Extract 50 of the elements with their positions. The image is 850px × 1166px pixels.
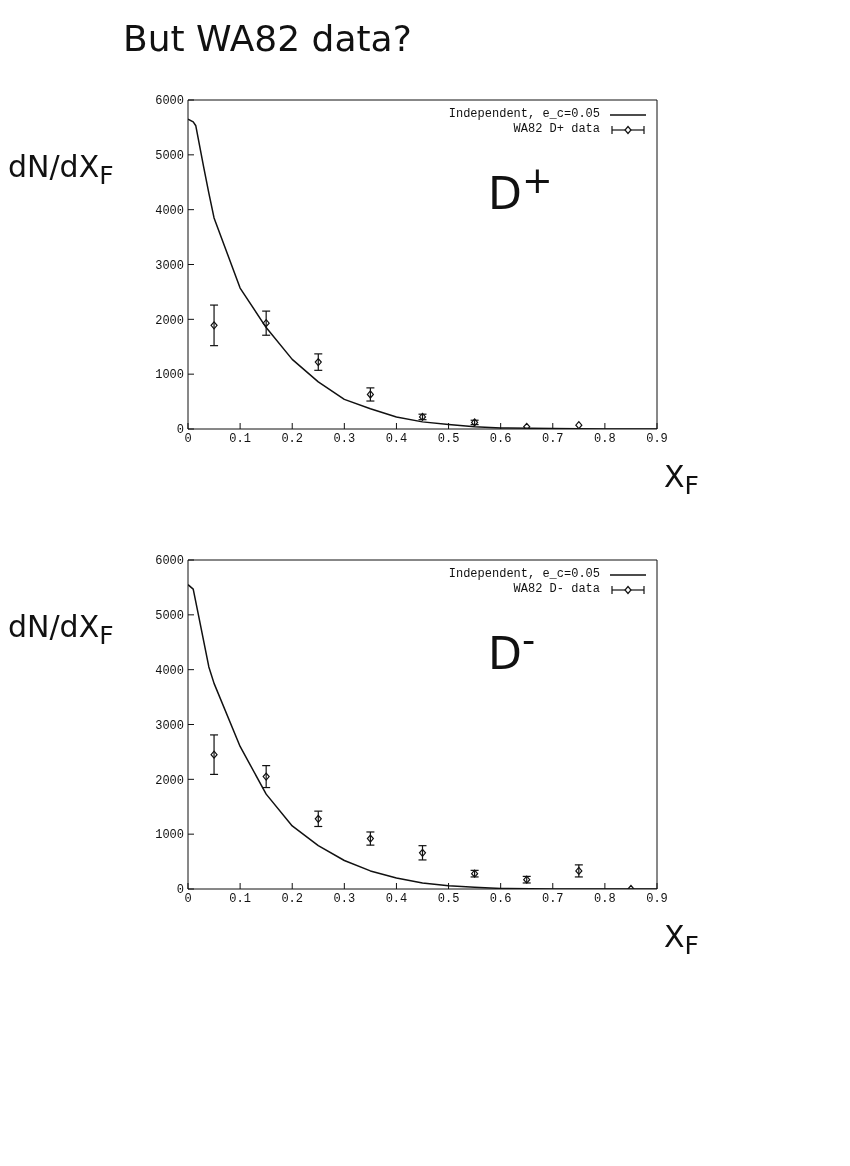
- x-tick-label: 0.5: [437, 431, 460, 446]
- x-tick-label: 0.7: [541, 891, 564, 906]
- y-tick-label: 3000: [155, 258, 184, 273]
- y-tick-label: 1000: [155, 368, 184, 383]
- x-axis-title: X$_{F}$: [664, 459, 699, 500]
- x-tick-label: 0.2: [281, 431, 304, 446]
- x-tick-label: 0.1: [229, 431, 251, 446]
- x-tick-label: 0.4: [385, 431, 408, 446]
- x-tick-label: 0.5: [437, 891, 460, 906]
- point: [210, 321, 218, 330]
- y-axis-title: dN/dX$_{F}$: [8, 609, 114, 650]
- x-tick-label: 0.1: [229, 891, 251, 906]
- point: [523, 422, 531, 429]
- legend-label: Independent, e_c=0.05: [448, 567, 600, 582]
- legend-label: WA82 D+ data: [513, 122, 600, 137]
- y-tick-label: 6000: [155, 554, 184, 569]
- annotation: D$^{-}$: [488, 619, 536, 679]
- x-tick-label: 0.6: [489, 891, 512, 906]
- x-tick-label: 0.7: [541, 431, 564, 446]
- x-axis-title: X$_{F}$: [664, 919, 699, 960]
- chart-title: But WA82 data?: [123, 18, 413, 59]
- y-tick-label: 1000: [155, 828, 184, 843]
- point: [575, 421, 583, 429]
- y-tick-label: 2000: [155, 773, 184, 788]
- y-tick-label: 4000: [155, 663, 184, 678]
- legend-label: WA82 D- data: [513, 582, 600, 597]
- y-tick-label: 4000: [155, 203, 184, 218]
- y-tick-label: 5000: [155, 609, 184, 624]
- y-tick-label: 5000: [155, 149, 184, 164]
- x-tick-label: 0.9: [646, 891, 668, 906]
- y-tick-label: 3000: [155, 718, 184, 733]
- point: [262, 319, 270, 328]
- x-tick-label: 0.3: [333, 891, 356, 906]
- point: [210, 750, 218, 759]
- point: [314, 814, 322, 823]
- y-axis-title: dN/dX$_{F}$: [8, 149, 114, 190]
- x-tick-label: 0.6: [489, 431, 512, 446]
- x-tick-label: 0.3: [333, 431, 356, 446]
- y-tick-label: 2000: [155, 313, 184, 328]
- x-tick-label: 0.2: [281, 891, 304, 906]
- point: [314, 358, 322, 367]
- point: [262, 772, 270, 781]
- legend-label: Independent, e_c=0.05: [448, 107, 600, 122]
- point: [418, 848, 427, 857]
- x-tick-label: 0.9: [646, 431, 668, 446]
- y-tick-label: 6000: [155, 94, 184, 109]
- x-tick-label: 0.4: [385, 891, 408, 906]
- x-tick-label: 0.8: [594, 891, 616, 906]
- annotation: D$^{+}$: [488, 159, 553, 219]
- x-tick-label: 0.8: [594, 431, 616, 446]
